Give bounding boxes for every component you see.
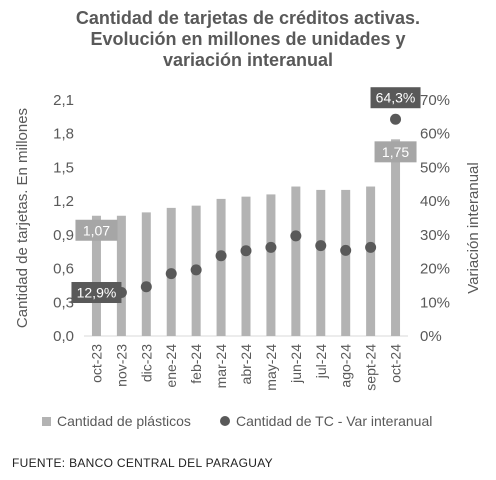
y2-tick-label: 30% xyxy=(420,227,450,244)
bar xyxy=(341,189,351,336)
data-label: 64,3% xyxy=(376,90,416,106)
y-tick-label: 2,1 xyxy=(53,92,74,109)
bar xyxy=(141,212,151,336)
x-tick-label: nov-23 xyxy=(113,344,129,387)
combo-chart: 0,0 0,3 0,6 0,9 1,2 1,5 1,8 2,1 0% 10% 20% 30% 40% 50… xyxy=(14,87,482,391)
bar xyxy=(266,194,276,336)
y2-tick-label: 0% xyxy=(420,328,442,345)
y2-tick-label: 70% xyxy=(420,92,450,109)
bar xyxy=(91,215,101,336)
y-tick-label: 1,5 xyxy=(53,159,74,176)
legend-label-var: Cantidad de TC - Var interanual xyxy=(236,413,433,429)
source-note: FUENTE: BANCO CENTRAL DEL PARAGUAY xyxy=(12,456,273,470)
y-tick-label: 1,8 xyxy=(53,126,74,143)
data-label-box xyxy=(75,219,118,241)
bar xyxy=(241,196,251,336)
data-label: 12,9% xyxy=(77,285,117,301)
y2-tick-label: 20% xyxy=(420,261,450,278)
scatter-point xyxy=(190,264,202,276)
x-tick-label: oct-24 xyxy=(388,344,404,383)
chart-title-line-2: Evolución en millones de unidades y xyxy=(90,29,406,49)
scatter-point xyxy=(365,241,377,253)
x-tick-label: jul-24 xyxy=(313,344,329,379)
bar xyxy=(216,198,226,336)
scatter-point xyxy=(165,268,177,280)
x-tick-label: mar-24 xyxy=(213,344,229,389)
scatter-point xyxy=(215,250,227,262)
chart-title-line-1: Cantidad de tarjetas de créditos activas… xyxy=(75,8,421,28)
y-tick-label: 0,6 xyxy=(53,261,74,278)
x-tick-label: dic-23 xyxy=(138,344,154,382)
y-tick-label: 0,3 xyxy=(53,294,74,311)
scatter-point xyxy=(315,240,327,252)
y2-tick-label: 60% xyxy=(420,126,450,143)
y-tick-label: 1,2 xyxy=(53,193,74,210)
bar xyxy=(316,189,326,336)
y-tick-label: 0,0 xyxy=(53,328,74,345)
data-label-box xyxy=(370,87,421,109)
bar xyxy=(391,139,401,336)
bar xyxy=(291,186,301,336)
legend-dot-swatch xyxy=(220,416,230,426)
data-label-box xyxy=(374,141,417,163)
y2-tick-label: 10% xyxy=(420,294,450,311)
chart-title: Cantidad de tarjetas de créditos activas… xyxy=(0,8,496,71)
legend-bar-swatch xyxy=(42,416,51,426)
scatter-point xyxy=(240,245,252,257)
data-label: 1,75 xyxy=(382,144,409,160)
y2-axis-title: Variación interanual xyxy=(465,162,482,293)
legend-item-plasticos: Cantidad de plásticos xyxy=(42,413,191,429)
y-tick-label: 0,9 xyxy=(53,227,74,244)
scatter-point xyxy=(290,230,302,242)
x-tick-label: sept-24 xyxy=(363,344,379,391)
bar xyxy=(116,215,126,336)
y-axis-title: Cantidad de tarjetas. En millones xyxy=(14,108,31,328)
legend-label-plasticos: Cantidad de plásticos xyxy=(57,413,191,429)
legend-item-var: Cantidad de TC - Var interanual xyxy=(220,413,432,429)
bar xyxy=(366,186,376,336)
data-label-box xyxy=(71,282,122,304)
scatter-point xyxy=(265,241,277,253)
scatter-point xyxy=(340,244,352,256)
y2-tick-label: 50% xyxy=(420,159,450,176)
y2-tick-label: 40% xyxy=(420,193,450,210)
x-tick-label: oct-23 xyxy=(88,344,104,383)
x-tick-label: may-24 xyxy=(263,344,279,391)
x-tick-label: abr-24 xyxy=(238,344,254,385)
scatter-point xyxy=(140,281,152,293)
scatter-point xyxy=(390,113,402,125)
x-tick-label: feb-24 xyxy=(188,344,204,384)
x-tick-label: ago-24 xyxy=(338,344,354,388)
x-tick-label: ene-24 xyxy=(163,344,179,388)
chart-title-line-3: variación interanual xyxy=(162,50,334,70)
data-label: 1,07 xyxy=(83,222,110,238)
x-tick-label: jun-24 xyxy=(288,344,304,384)
